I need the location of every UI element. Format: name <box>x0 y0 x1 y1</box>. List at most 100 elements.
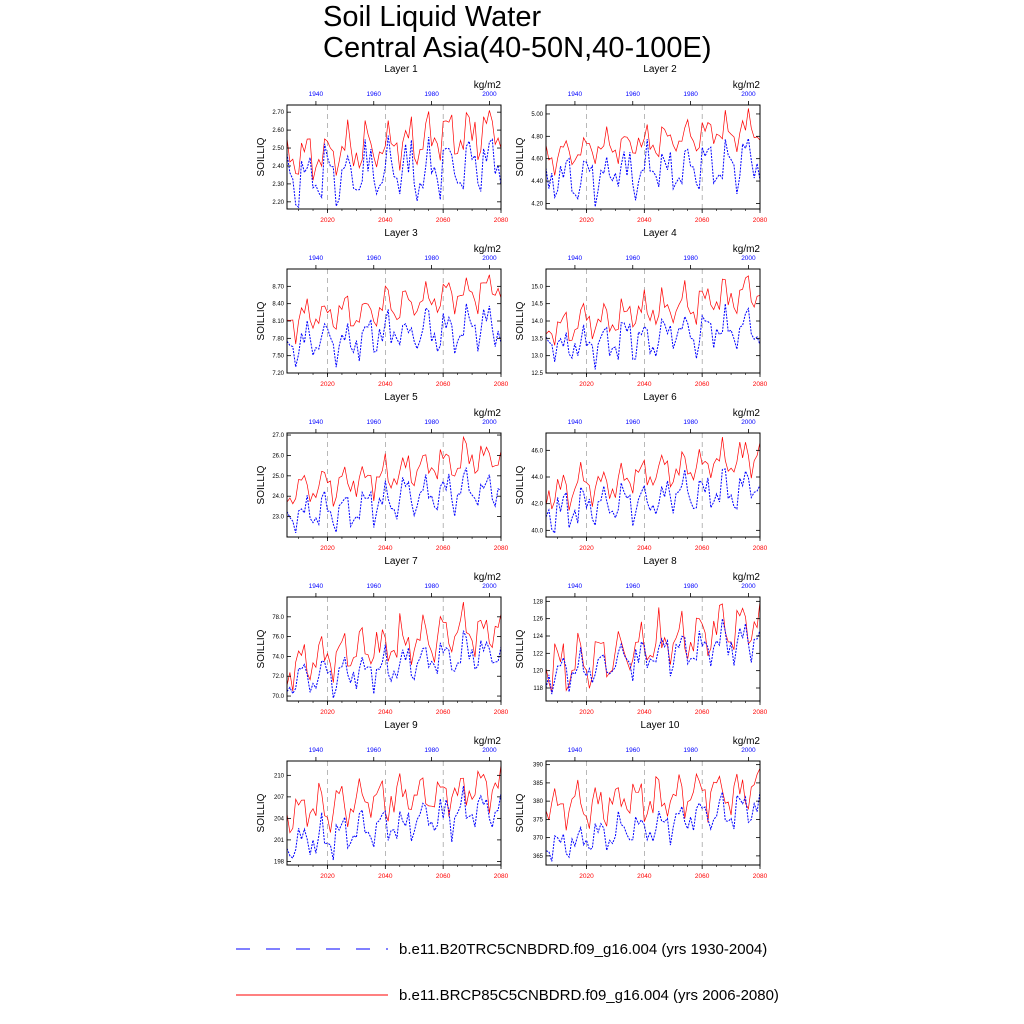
x-top-tick-label: 1940 <box>568 255 583 262</box>
plot-frame <box>286 104 502 210</box>
chart-panel-4: Layer 4 kg/m2 SOILLIQ 12.5 13.0 13.5 14.0 14.5 1… <box>515 228 768 388</box>
x-bottom-tick-label: 2060 <box>695 873 710 880</box>
x-top-tick-label: 1980 <box>424 747 439 754</box>
figure-subtitle: Central Asia(40-50N,40-100E) <box>323 32 712 64</box>
panel-units: kg/m2 <box>733 408 761 419</box>
y-tick-label: 13.5 <box>531 336 543 342</box>
x-top-tick-label: 2000 <box>482 583 497 590</box>
x-bottom-tick-label: 2020 <box>320 873 335 880</box>
x-bottom-tick-label: 2080 <box>753 381 768 388</box>
y-axis-label: SOILLIQ <box>515 629 526 668</box>
panel-title: Layer 10 <box>641 720 680 731</box>
x-bottom-tick-label: 2080 <box>753 545 768 552</box>
y-tick-label: 44.0 <box>531 475 543 481</box>
y-tick-label: 385 <box>533 781 544 787</box>
legend: b.e11.B20TRC5CNBDRD.f09_g16.004 (yrs 193… <box>236 941 779 1004</box>
y-tick-label: 40.0 <box>531 528 543 534</box>
x-bottom-tick-label: 2080 <box>753 709 768 716</box>
x-bottom-tick-label: 2020 <box>320 217 335 224</box>
x-top-tick-label: 2000 <box>741 583 756 590</box>
y-tick-label: 390 <box>533 763 544 769</box>
x-top-tick-label: 1960 <box>367 91 382 98</box>
x-top-tick-label: 1980 <box>683 255 698 262</box>
y-tick-label: 4.80 <box>531 134 543 140</box>
y-tick-label: 70.0 <box>272 694 284 700</box>
series-future-line <box>286 601 502 692</box>
y-tick-label: 5.00 <box>531 112 543 118</box>
y-axis-label: SOILLIQ <box>256 137 267 176</box>
y-tick-label: 4.20 <box>531 201 543 207</box>
x-bottom-tick-label: 2040 <box>378 381 393 388</box>
y-tick-label: 124 <box>533 634 544 640</box>
chart-grid: Layer 1 kg/m2 SOILLIQ 2.20 2.30 2.40 2.50 2.60 2… <box>256 64 768 880</box>
y-axis-label: SOILLIQ <box>515 465 526 504</box>
x-bottom-tick-label: 2060 <box>695 381 710 388</box>
series-hist-line <box>545 303 761 370</box>
x-top-tick-label: 1940 <box>568 419 583 426</box>
chart-panel-5: Layer 5 kg/m2 SOILLIQ 23.0 24.0 25.0 26.0 27.0 2… <box>256 392 509 552</box>
series-hist-line <box>286 467 502 534</box>
series-hist-line <box>286 303 502 368</box>
y-tick-label: 2.70 <box>272 110 284 116</box>
panel-units: kg/m2 <box>474 408 502 419</box>
x-bottom-tick-label: 2080 <box>494 381 509 388</box>
y-tick-label: 4.40 <box>531 179 543 185</box>
y-tick-label: 120 <box>533 669 544 675</box>
x-top-tick-label: 2000 <box>482 419 497 426</box>
x-top-tick-label: 1960 <box>626 747 641 754</box>
x-bottom-tick-label: 2040 <box>637 381 652 388</box>
x-top-tick-label: 1980 <box>424 91 439 98</box>
chart-panel-8: Layer 8 kg/m2 SOILLIQ 118 120 122 124 126 128 202… <box>515 556 768 716</box>
series-future-line <box>286 274 502 345</box>
panel-units: kg/m2 <box>474 80 502 91</box>
y-tick-label: 204 <box>274 816 285 822</box>
y-tick-label: 15.0 <box>531 284 543 290</box>
panel-units: kg/m2 <box>733 736 761 747</box>
panel-units: kg/m2 <box>474 244 502 255</box>
chart-panel-3: Layer 3 kg/m2 SOILLIQ 7.20 7.50 7.80 8.10 8.40 8… <box>256 228 509 388</box>
y-axis-label: SOILLIQ <box>256 465 267 504</box>
x-top-tick-label: 1940 <box>309 419 324 426</box>
x-bottom-tick-label: 2060 <box>436 873 451 880</box>
series-future-line <box>545 436 761 511</box>
panel-units: kg/m2 <box>474 572 502 583</box>
plot-frame <box>286 432 502 538</box>
x-top-tick-label: 1940 <box>309 747 324 754</box>
x-bottom-tick-label: 2060 <box>436 545 451 552</box>
x-top-tick-label: 1960 <box>367 419 382 426</box>
x-bottom-tick-label: 2060 <box>436 381 451 388</box>
plot-frame <box>545 104 761 210</box>
y-tick-label: 210 <box>274 773 285 779</box>
series-hist-line <box>545 468 761 535</box>
y-tick-label: 122 <box>533 651 544 657</box>
chart-panel-7: Layer 7 kg/m2 SOILLIQ 70.0 72.0 74.0 76.0 78.0 2… <box>256 556 509 716</box>
y-tick-label: 198 <box>274 859 285 865</box>
plot-frame <box>545 596 761 702</box>
x-top-tick-label: 1960 <box>367 747 382 754</box>
y-tick-label: 8.10 <box>272 319 284 325</box>
y-tick-label: 7.20 <box>272 371 284 377</box>
plot-frame <box>545 268 761 374</box>
x-bottom-tick-label: 2040 <box>637 873 652 880</box>
x-top-tick-label: 1960 <box>626 583 641 590</box>
y-tick-label: 7.50 <box>272 354 284 360</box>
x-top-tick-label: 1980 <box>424 255 439 262</box>
x-top-tick-label: 1940 <box>568 583 583 590</box>
series-future-line <box>545 108 761 176</box>
series-future-line <box>286 110 502 181</box>
x-top-tick-label: 2000 <box>482 91 497 98</box>
series-hist-line <box>286 786 502 861</box>
x-top-tick-label: 1980 <box>683 747 698 754</box>
x-top-tick-label: 2000 <box>741 255 756 262</box>
panel-title: Layer 3 <box>384 228 418 239</box>
y-axis-label: SOILLIQ <box>256 629 267 668</box>
x-bottom-tick-label: 2040 <box>637 709 652 716</box>
x-bottom-tick-label: 2040 <box>637 217 652 224</box>
x-top-tick-label: 2000 <box>741 91 756 98</box>
y-tick-label: 201 <box>274 838 285 844</box>
x-bottom-tick-label: 2080 <box>494 873 509 880</box>
y-tick-label: 2.20 <box>272 200 284 206</box>
x-bottom-tick-label: 2020 <box>579 217 594 224</box>
panel-title: Layer 8 <box>643 556 677 567</box>
x-bottom-tick-label: 2080 <box>494 545 509 552</box>
